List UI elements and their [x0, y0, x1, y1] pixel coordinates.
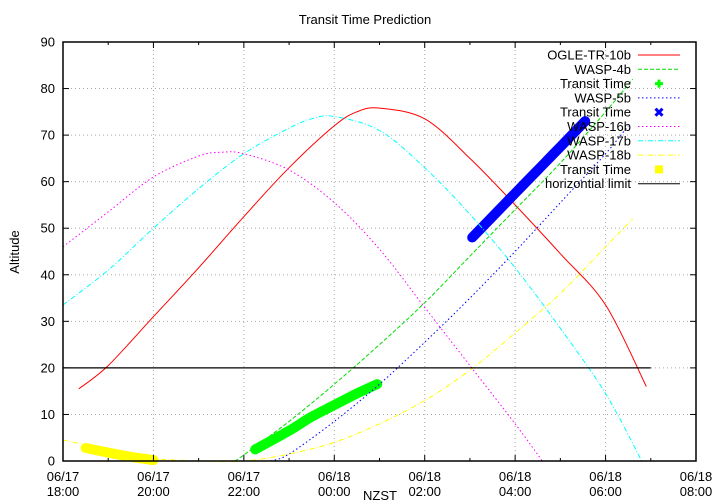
y-tick-label: 70	[41, 128, 55, 143]
y-tick-label: 30	[41, 314, 55, 329]
legend-label: WASP-5b	[574, 90, 631, 105]
y-tick-label: 50	[41, 221, 55, 236]
x-axis-label: NZST	[363, 488, 397, 503]
legend-label: WASP-18b	[567, 148, 631, 163]
legend-item: Transit Time	[560, 162, 663, 177]
legend-item: WASP-17b	[567, 133, 680, 148]
legend-plus-marker	[655, 79, 663, 88]
x-tick-time: 08:00	[680, 484, 713, 499]
x-tick-date: 06/18	[499, 469, 532, 484]
legend-item: WASP-16b	[567, 119, 680, 134]
series-transit-time-wasp-5b	[467, 116, 591, 243]
x-tick-time: 04:00	[499, 484, 532, 499]
legend-item: WASP-18b	[567, 148, 680, 163]
y-tick-label: 40	[41, 267, 55, 282]
x-tick-time: 02:00	[408, 484, 441, 499]
series-wasp-18b	[62, 218, 634, 463]
x-tick-time: 06:00	[589, 484, 622, 499]
x-tick-date: 06/18	[589, 469, 622, 484]
legend-label: WASP-17b	[567, 133, 631, 148]
series-wasp-4b	[234, 78, 634, 462]
legend-label: Transit Time	[560, 76, 631, 91]
x-tick-date: 06/18	[680, 469, 713, 484]
series-ogle-tr-10b	[78, 107, 647, 390]
x-tick-time: 18:00	[47, 484, 80, 499]
legend-cross-marker	[654, 107, 664, 117]
legend-item: WASP-4b	[574, 62, 680, 77]
legend-label: WASP-16b	[567, 119, 631, 134]
y-tick-label: 20	[41, 360, 55, 375]
x-tick-time: 22:00	[228, 484, 261, 499]
series-transit-time-wasp-4b	[250, 379, 383, 455]
y-tick-label: 0	[48, 454, 55, 469]
x-tick-time: 20:00	[137, 484, 170, 499]
legend-square-marker	[655, 165, 663, 174]
x-tick-date: 06/17	[228, 469, 261, 484]
chart-title: Transit Time Prediction	[299, 12, 431, 27]
data-series	[62, 78, 651, 466]
legend-item: WASP-5b	[574, 90, 680, 105]
legend-item: OGLE-TR-10b	[547, 48, 680, 63]
legend-label: OGLE-TR-10b	[547, 48, 631, 63]
legend-label: WASP-4b	[574, 62, 631, 77]
y-tick-label: 90	[41, 35, 55, 50]
x-tick-time: 00:00	[318, 484, 351, 499]
legend-item: Transit Time	[560, 76, 663, 91]
series-wasp-16b	[62, 151, 543, 462]
legend-label: Transit Time	[560, 105, 631, 120]
y-tick-label: 60	[41, 174, 55, 189]
y-axis-ticks: 0 10 20 30 40 50 60 70 80 90	[41, 35, 696, 469]
x-tick-date: 06/17	[137, 469, 170, 484]
y-tick-label: 10	[41, 407, 55, 422]
x-tick-date: 06/18	[318, 469, 351, 484]
legend-label: horizontial limit	[545, 176, 631, 191]
series-transit-time-wasp-18b	[80, 443, 159, 466]
x-axis-ticks: 06/1718:0006/1720:0006/1722:0006/1800:00…	[47, 42, 713, 499]
series-wasp-5b	[270, 125, 629, 462]
x-tick-date: 06/17	[47, 469, 80, 484]
y-tick-label: 80	[41, 81, 55, 96]
legend-item: horizontial limit	[545, 176, 680, 191]
legend-label: Transit Time	[560, 162, 631, 177]
x-tick-date: 06/18	[408, 469, 441, 484]
series-wasp-17b	[62, 115, 643, 462]
legend-item: Transit Time	[560, 105, 664, 120]
y-axis-label: Altitude	[7, 230, 22, 273]
